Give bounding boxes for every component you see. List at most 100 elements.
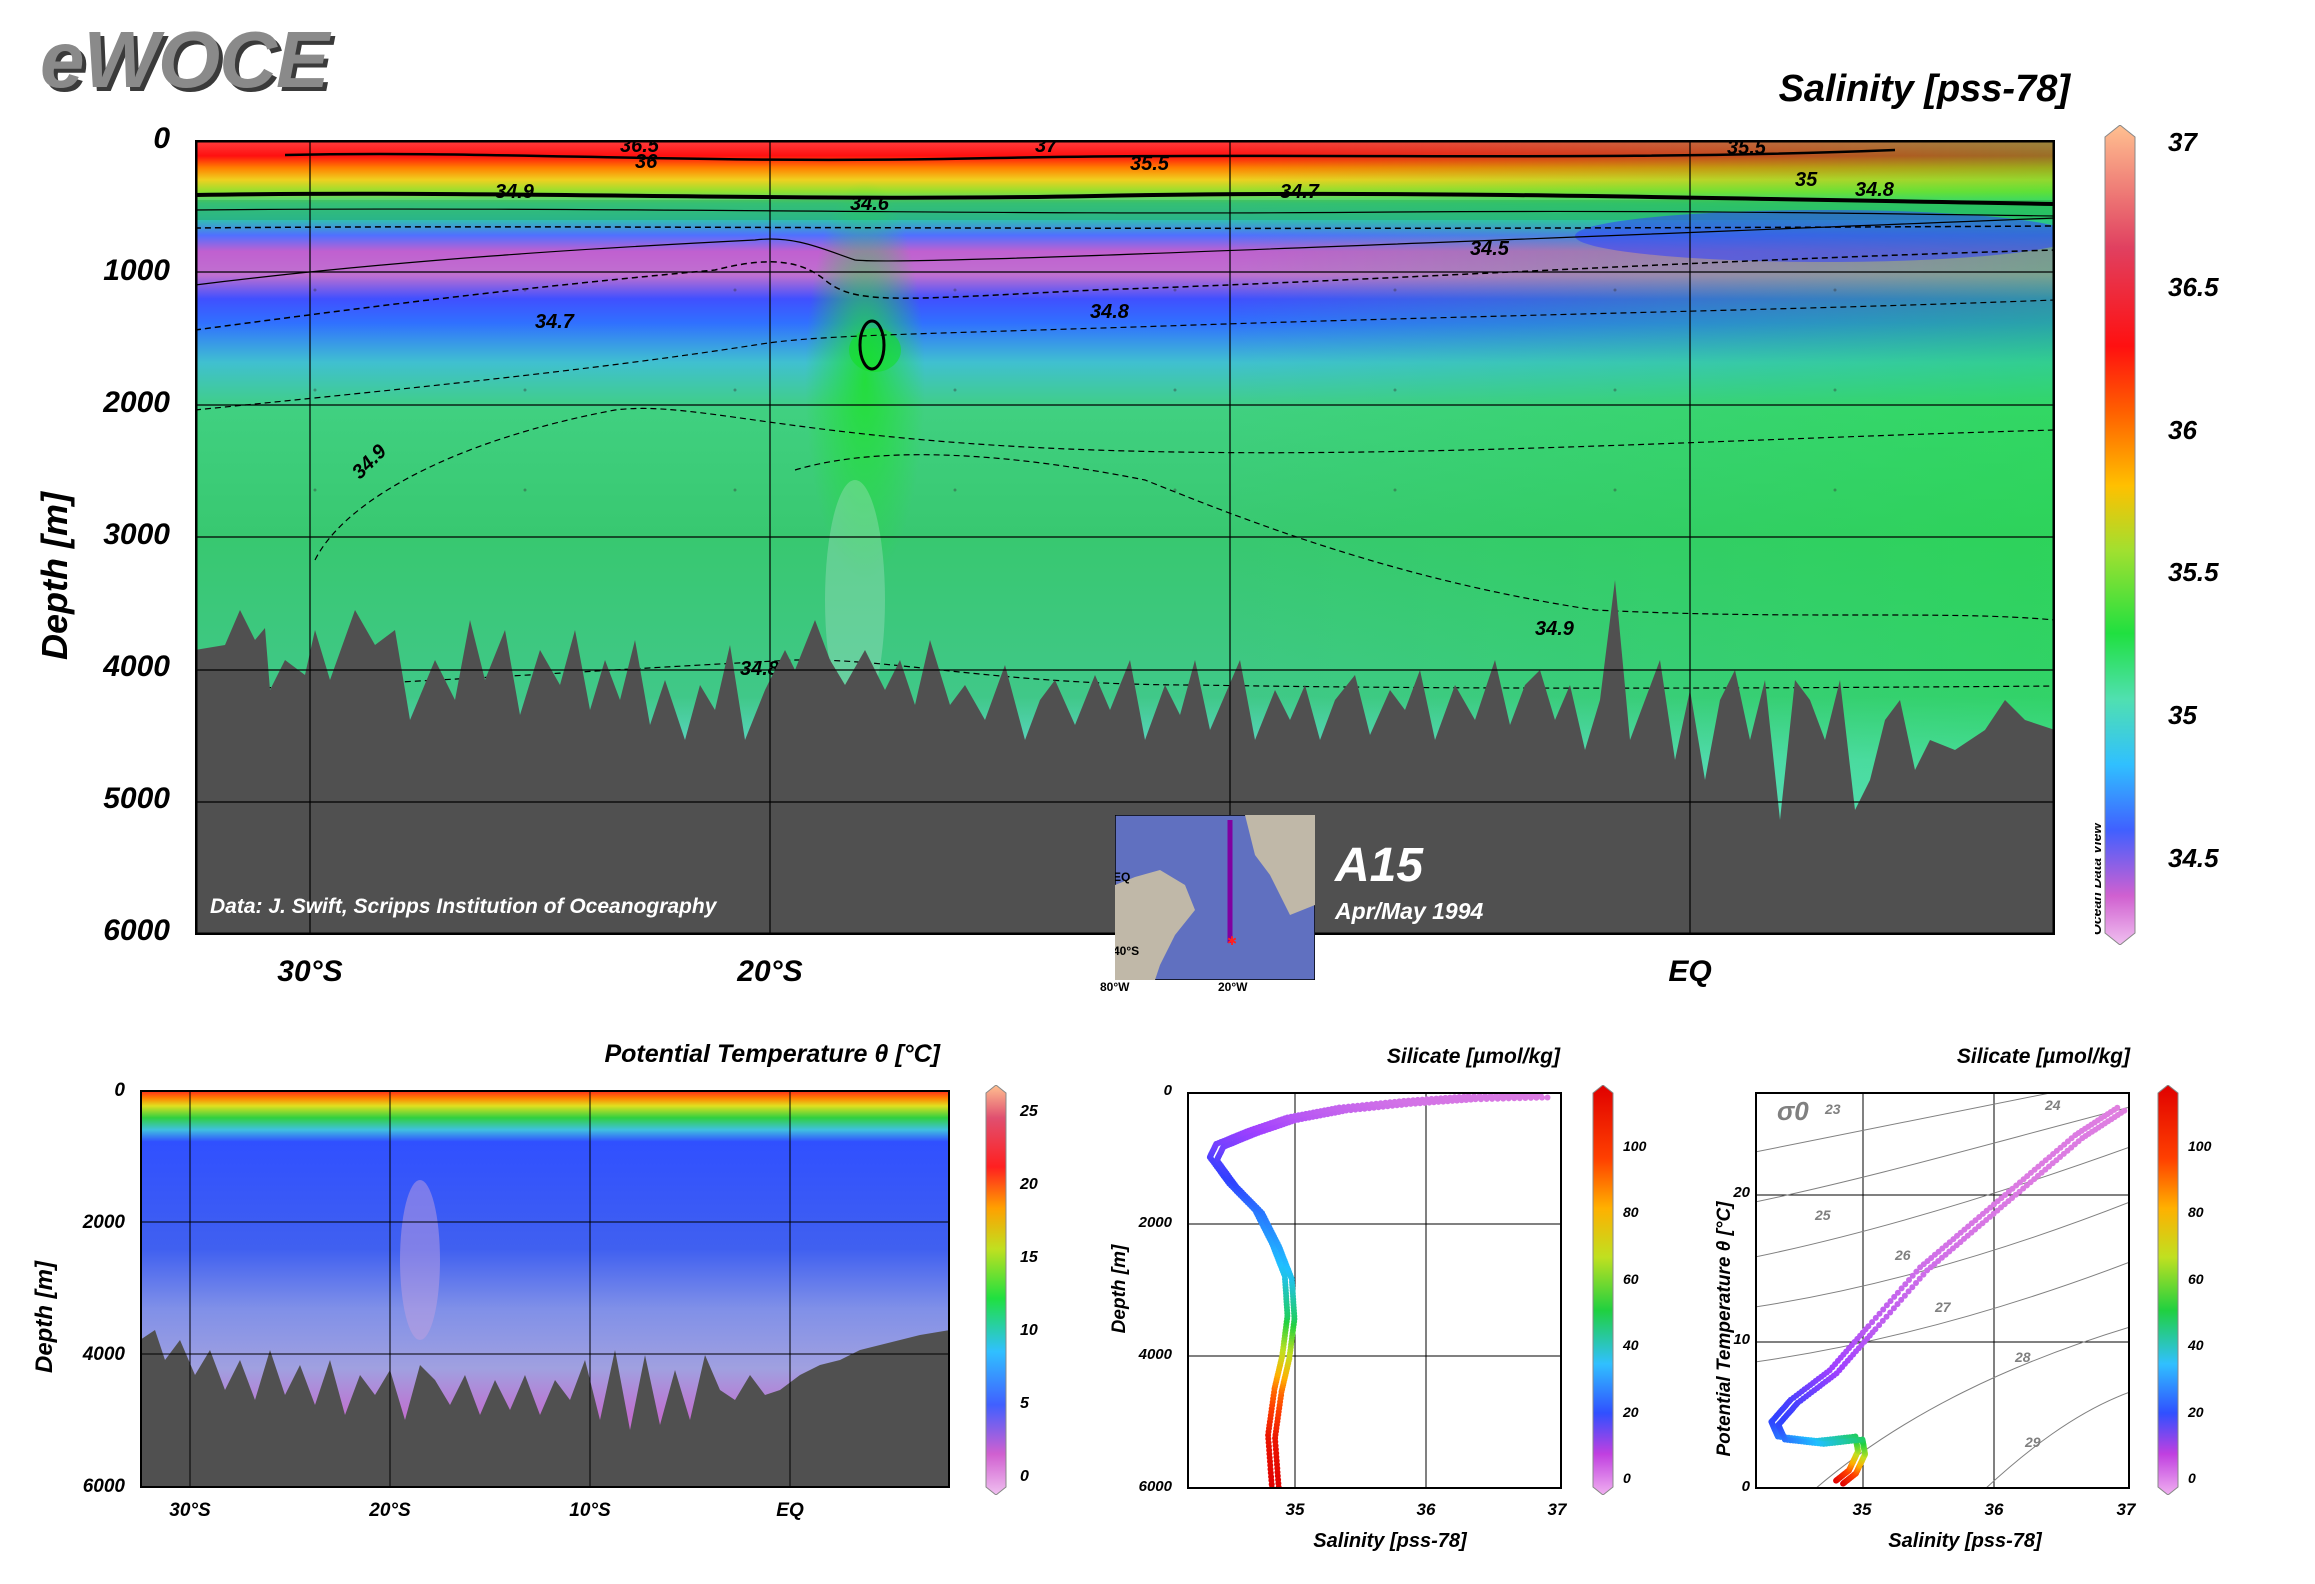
contour-label: 34.7: [535, 311, 575, 333]
scatter-point: [1336, 1104, 1343, 1111]
svg-text:0: 0: [1623, 1470, 1631, 1486]
y-tick: 4000: [82, 1344, 125, 1365]
africa-land: [1245, 815, 1315, 915]
x-tick: 35: [1852, 1500, 1872, 1519]
scatter-point: [1433, 1095, 1440, 1102]
y-tick: 5000: [103, 782, 170, 815]
contour-label: 34.8: [1855, 179, 1895, 201]
contour-label: 34.6: [850, 193, 890, 215]
main-y-axis-label: Depth [m]: [34, 492, 75, 660]
scatter-point: [1909, 1284, 1916, 1291]
svg-text:15: 15: [1020, 1249, 1039, 1266]
isopycnal-label: 26: [1894, 1247, 1911, 1263]
svg-text:25: 25: [1019, 1103, 1039, 1120]
scatter-point: [1909, 1272, 1916, 1279]
y-tick: 4000: [103, 650, 170, 683]
y-tick: 0: [153, 122, 170, 155]
isopycnal-label: 25: [1814, 1207, 1831, 1223]
scatter-point: [1354, 1102, 1361, 1109]
sample-dots: [313, 288, 1837, 492]
y-tick: 0: [1163, 1082, 1172, 1099]
sigma-theta-symbol: σ0: [1777, 1096, 1809, 1126]
svg-text:5: 5: [1020, 1395, 1030, 1412]
scatter-point: [1442, 1094, 1449, 1101]
section-dates: Apr/May 1994: [1335, 898, 1484, 924]
contour-label: 35.5: [1130, 153, 1170, 175]
scatter-point: [1419, 1096, 1426, 1103]
contour-label: 36.5: [620, 140, 660, 157]
scatter-point: [1447, 1094, 1453, 1101]
scatter-point: [1382, 1099, 1389, 1106]
scatter2-x-axis-label: Salinity [pss-78]: [1888, 1530, 2042, 1552]
scatter-point: [1400, 1097, 1407, 1104]
scatter-point: [1405, 1097, 1412, 1104]
x-tick: 36: [1416, 1500, 1436, 1519]
colorbar-tick: 34.5: [2168, 843, 2219, 873]
scatter-point: [1876, 1310, 1883, 1317]
scatter-point: [1359, 1102, 1366, 1109]
svg-text:0: 0: [2188, 1470, 2196, 1486]
odv-watermark: Ocean Data View: [2150, 1367, 2151, 1480]
scatter-point: [1865, 1323, 1872, 1330]
contour-label: 37: [1035, 140, 1058, 157]
silicate-colorbar-2: 100 80 60 40 20 0 Ocean Data View: [2150, 1085, 2212, 1495]
svg-text:60: 60: [1623, 1271, 1639, 1287]
scatter-point: [1891, 1293, 1898, 1300]
colorbar-tick-labels: 100 80 60 40 20 0: [1622, 1138, 1647, 1486]
scatter-points: [1768, 1104, 2128, 1487]
x-tick: 20°S: [369, 1500, 411, 1521]
plot-grid: [195, 140, 2055, 935]
colorbar-tick-labels: 100 80 60 40 20 0: [2187, 1138, 2212, 1486]
x-tick: 20°S: [737, 955, 803, 988]
scatter-point: [1391, 1098, 1398, 1105]
scatter-point: [1869, 1319, 1876, 1326]
scatter-point: [1363, 1101, 1370, 1108]
y-tick: 6000: [103, 914, 170, 947]
y-tick: 2000: [103, 386, 170, 419]
scatter-point: [1456, 1094, 1463, 1100]
scatter-point: [1902, 1281, 1909, 1288]
svg-text:10: 10: [1020, 1322, 1038, 1339]
y-tick: 20: [1733, 1184, 1750, 1201]
x-tick: 36: [1984, 1500, 2004, 1519]
y-tick: 4000: [1138, 1346, 1172, 1363]
scatter-point: [1916, 1275, 1923, 1282]
scatter-point: [1493, 1092, 1500, 1099]
isopycnal-label: 23: [1824, 1101, 1841, 1117]
scatter-point: [1887, 1309, 1894, 1316]
inset-location-map: ✱ EQ 40°S: [1115, 815, 1315, 980]
svg-text:80: 80: [1623, 1204, 1639, 1220]
salinity-depth-scatter: [1187, 1092, 1562, 1489]
y-tick: 3000: [103, 518, 170, 551]
scatter-point: [1482, 1092, 1489, 1099]
x-tick: 30°S: [277, 955, 343, 988]
scatter1-x-axis-label: Salinity [pss-78]: [1313, 1530, 1467, 1552]
scatter-point: [1898, 1296, 1905, 1303]
track-endpoint-icon: ✱: [1227, 934, 1237, 948]
scatter-point: [1890, 1305, 1897, 1312]
scatter-point: [1410, 1097, 1417, 1104]
scatter-point: [1414, 1096, 1421, 1103]
y-tick: 6000: [1138, 1478, 1172, 1495]
x-tick: 10°S: [569, 1500, 611, 1521]
scatter-point: [1920, 1271, 1927, 1278]
bathymetry: [195, 580, 2055, 935]
scatter1-title: Silicate [µmol/kg]: [1386, 1045, 1560, 1068]
svg-text:40: 40: [2187, 1337, 2204, 1353]
scatter-point: [1377, 1100, 1384, 1107]
colorbar-tick-labels: 25 20 15 10 5 0: [1019, 1103, 1039, 1485]
x-tick: 37: [2116, 1500, 2136, 1519]
scatter2-title: Silicate [µmol/kg]: [1956, 1045, 2130, 1068]
scatter-point: [1898, 1285, 1905, 1292]
scatter-point: [1887, 1298, 1894, 1305]
svg-text:20: 20: [1622, 1404, 1639, 1420]
inset-lat-tick: EQ: [1115, 870, 1130, 884]
scatter-point: [1471, 1093, 1477, 1100]
scatter-point: [1423, 1096, 1430, 1103]
scatter-point: [1451, 1094, 1458, 1101]
scatter-point: [1901, 1292, 1908, 1299]
inset-lon-tick: 20°W: [1218, 980, 1248, 994]
scatter-point: [1883, 1313, 1890, 1320]
silicate-colorbar-1: 100 80 60 40 20 0 Ocean Data View: [1585, 1085, 1647, 1495]
temperature-section-plot: [140, 1090, 950, 1488]
